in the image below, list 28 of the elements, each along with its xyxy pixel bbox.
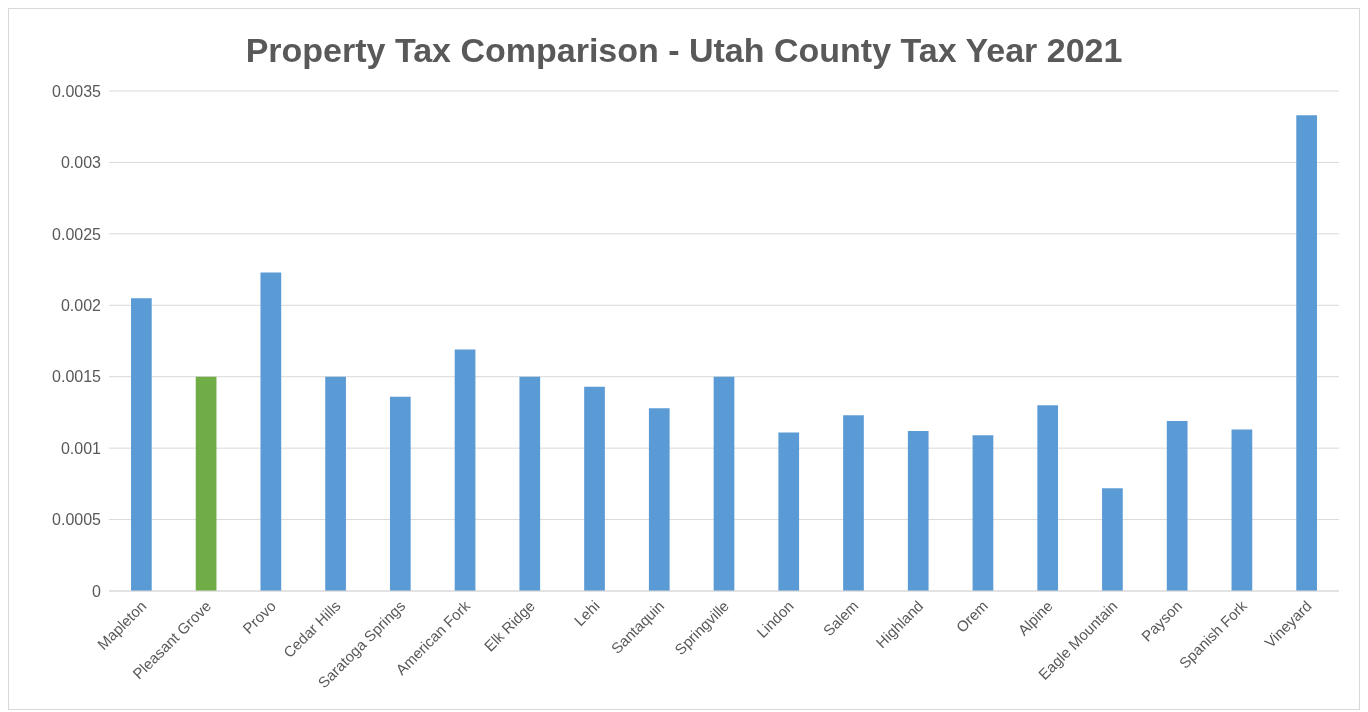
y-tick-label: 0.001 — [60, 439, 102, 457]
bar — [260, 272, 282, 591]
bar — [843, 415, 864, 591]
bar — [1037, 405, 1059, 591]
bar — [389, 396, 411, 591]
y-tick-label: 0.0015 — [52, 368, 102, 386]
bar — [1296, 115, 1317, 591]
bar — [713, 376, 735, 591]
bar — [1166, 421, 1188, 591]
bar — [648, 408, 670, 591]
bar — [454, 349, 476, 591]
y-tick-label: 0.0025 — [52, 225, 102, 243]
chart-title: Property Tax Comparison - Utah County Tax Year 2021 — [244, 30, 1124, 71]
bar — [1231, 429, 1253, 591]
bar — [778, 432, 800, 591]
bar — [584, 386, 605, 591]
bar — [325, 376, 346, 591]
bar — [907, 431, 929, 591]
y-tick-label: 0.003 — [60, 154, 102, 172]
y-tick-label: 0 — [92, 582, 102, 600]
y-tick-label: 0.002 — [60, 296, 102, 314]
bar — [1102, 488, 1123, 591]
bar — [972, 435, 994, 591]
y-tick-label: 0.0005 — [52, 511, 102, 529]
bar — [519, 376, 541, 591]
bar — [131, 298, 152, 591]
y-tick-label: 0.0035 — [52, 82, 102, 100]
bar — [195, 376, 217, 591]
